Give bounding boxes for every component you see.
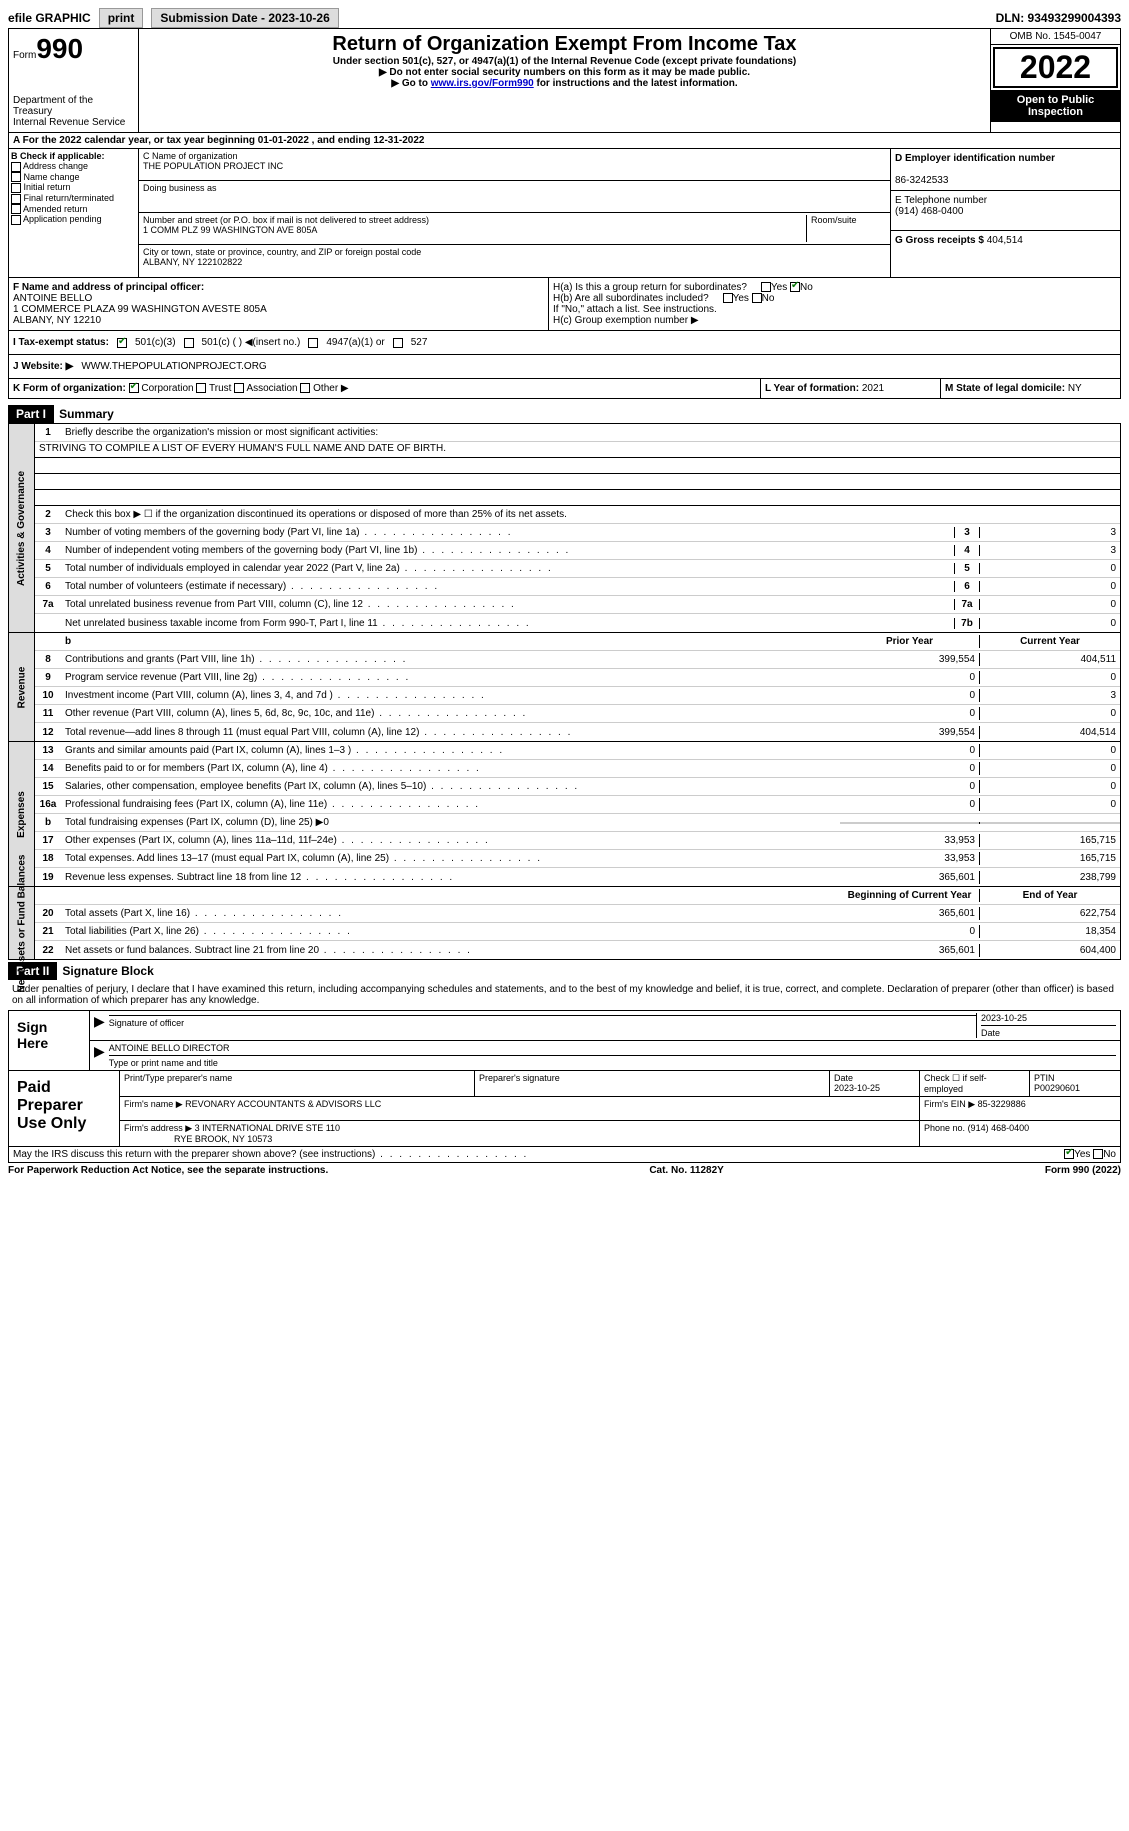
k-label: K Form of organization: <box>13 383 126 394</box>
arrow-icon: ▶ <box>94 1013 105 1038</box>
dln: DLN: 93493299004393 <box>996 11 1121 25</box>
print-button[interactable]: print <box>99 8 144 28</box>
part1-header: Part I <box>8 405 54 423</box>
open-inspection: Open to Public Inspection <box>991 90 1120 122</box>
chk-pending[interactable]: Application pending <box>11 214 136 225</box>
irs-link[interactable]: www.irs.gov/Form990 <box>431 78 534 89</box>
begin-year-hdr: Beginning of Current Year <box>840 889 980 902</box>
website: WWW.THEPOPULATIONPROJECT.ORG <box>81 361 266 372</box>
form-number: 990 <box>36 33 83 64</box>
efile-label: efile GRAPHIC <box>8 11 91 25</box>
current-year-hdr: Current Year <box>980 635 1120 648</box>
ptin: P00290601 <box>1034 1083 1080 1093</box>
hc-label: H(c) Group exemption number ▶ <box>553 315 1116 326</box>
org-name: THE POPULATION PROJECT INC <box>143 161 283 171</box>
form-header: Form990 Department of the Treasury Inter… <box>8 28 1121 133</box>
pra-notice: For Paperwork Reduction Act Notice, see … <box>8 1165 328 1176</box>
arrow-icon: ▶ <box>94 1043 105 1068</box>
firm-name: REVONARY ACCOUNTANTS & ADVISORS LLC <box>185 1099 381 1109</box>
f-label: F Name and address of principal officer: <box>13 282 204 293</box>
part2-title: Signature Block <box>60 962 155 980</box>
paid-label: Paid Preparer Use Only <box>9 1071 119 1146</box>
chk-amended[interactable]: Amended return <box>11 204 136 215</box>
org-name-label: C Name of organization <box>143 151 238 161</box>
row-j: J Website: ▶ WWW.THEPOPULATIONPROJECT.OR… <box>8 355 1121 379</box>
addr-label: Number and street (or P.O. box if mail i… <box>143 215 429 225</box>
firm-ein: 85-3229886 <box>978 1099 1026 1109</box>
officer-addr2: ALBANY, NY 12210 <box>13 315 101 326</box>
form-footer: Form 990 (2022) <box>1045 1165 1121 1176</box>
info-grid: B Check if applicable: Address change Na… <box>8 149 1121 278</box>
discuss-row: May the IRS discuss this return with the… <box>8 1147 1121 1163</box>
chk-name[interactable]: Name change <box>11 172 136 183</box>
declaration-text: Under penalties of perjury, I declare th… <box>8 980 1121 1010</box>
i-label: I Tax-exempt status: <box>13 337 109 348</box>
klm-row: K Form of organization: Corporation Trus… <box>8 379 1121 399</box>
officer-addr1: 1 COMMERCE PLAZA 99 WASHINGTON AVESTE 80… <box>13 304 267 315</box>
submission-date: Submission Date - 2023-10-26 <box>151 8 338 28</box>
mission-text: STRIVING TO COMPILE A LIST OF EVERY HUMA… <box>35 442 1120 458</box>
h-note: If "No," attach a list. See instructions… <box>553 304 1116 315</box>
signer-name: ANTOINE BELLO DIRECTOR <box>109 1043 230 1053</box>
row-i: I Tax-exempt status: 501(c)(3) 501(c) ( … <box>8 331 1121 355</box>
hb-label: H(b) Are all subordinates included? <box>553 293 709 304</box>
chk-final[interactable]: Final return/terminated <box>11 193 136 204</box>
street-address: 1 COMM PLZ 99 WASHINGTON AVE 805A <box>143 225 317 235</box>
subtitle-3: ▶ Go to www.irs.gov/Form990 for instruct… <box>143 78 986 89</box>
return-title: Return of Organization Exempt From Incom… <box>143 33 986 56</box>
tax-year: 2022 <box>993 47 1118 88</box>
col-b-header: B Check if applicable: <box>11 151 105 161</box>
chk-initial[interactable]: Initial return <box>11 182 136 193</box>
fgh-row: F Name and address of principal officer:… <box>8 278 1121 331</box>
end-year-hdr: End of Year <box>980 889 1120 902</box>
tab-expenses: Expenses <box>16 791 27 838</box>
row-a-calendar: A For the 2022 calendar year, or tax yea… <box>8 133 1121 149</box>
telephone: (914) 468-0400 <box>895 206 963 217</box>
year-formed: 2021 <box>862 383 884 394</box>
form-label: Form <box>13 50 36 61</box>
part1-title: Summary <box>57 405 116 423</box>
footer-line: For Paperwork Reduction Act Notice, see … <box>8 1163 1121 1178</box>
ein-label: D Employer identification number <box>895 153 1055 164</box>
dba-label: Doing business as <box>143 183 217 193</box>
tab-revenue: Revenue <box>16 666 27 708</box>
gross-receipts: 404,514 <box>987 235 1023 246</box>
part2-header: Part II <box>8 962 57 980</box>
sign-here-label: Sign Here <box>9 1011 89 1070</box>
officer-name: ANTOINE BELLO <box>13 293 92 304</box>
room-label: Room/suite <box>806 215 886 242</box>
omb-number: OMB No. 1545-0047 <box>991 29 1120 45</box>
ein: 86-3242533 <box>895 175 948 186</box>
top-bar: efile GRAPHIC print Submission Date - 20… <box>8 8 1121 28</box>
prior-year-hdr: Prior Year <box>840 635 980 648</box>
sign-here-block: Sign Here ▶ Signature of officer 2023-10… <box>8 1010 1121 1071</box>
ha-label: H(a) Is this a group return for subordin… <box>553 282 747 293</box>
dept: Department of the Treasury <box>13 95 134 117</box>
j-label: J Website: ▶ <box>13 361 73 372</box>
state-domicile: NY <box>1068 383 1082 394</box>
irs: Internal Revenue Service <box>13 117 134 128</box>
gross-label: G Gross receipts $ <box>895 235 984 246</box>
city-label: City or town, state or province, country… <box>143 247 421 257</box>
tab-netassets: Net Assets or Fund Balances <box>16 854 27 992</box>
line2-label: Check this box ▶ ☐ if the organization d… <box>61 508 1120 521</box>
paid-preparer-block: Paid Preparer Use Only Print/Type prepar… <box>8 1071 1121 1147</box>
tab-governance: Activities & Governance <box>16 470 27 585</box>
firm-phone: (914) 468-0400 <box>968 1123 1030 1133</box>
chk-address[interactable]: Address change <box>11 161 136 172</box>
subtitle-2: ▶ Do not enter social security numbers o… <box>143 67 986 78</box>
cat-no: Cat. No. 11282Y <box>649 1165 723 1176</box>
line1-label: Briefly describe the organization's miss… <box>61 426 1120 439</box>
tel-label: E Telephone number <box>895 195 987 206</box>
city-state-zip: ALBANY, NY 122102822 <box>143 257 242 267</box>
subtitle-1: Under section 501(c), 527, or 4947(a)(1)… <box>143 56 986 67</box>
